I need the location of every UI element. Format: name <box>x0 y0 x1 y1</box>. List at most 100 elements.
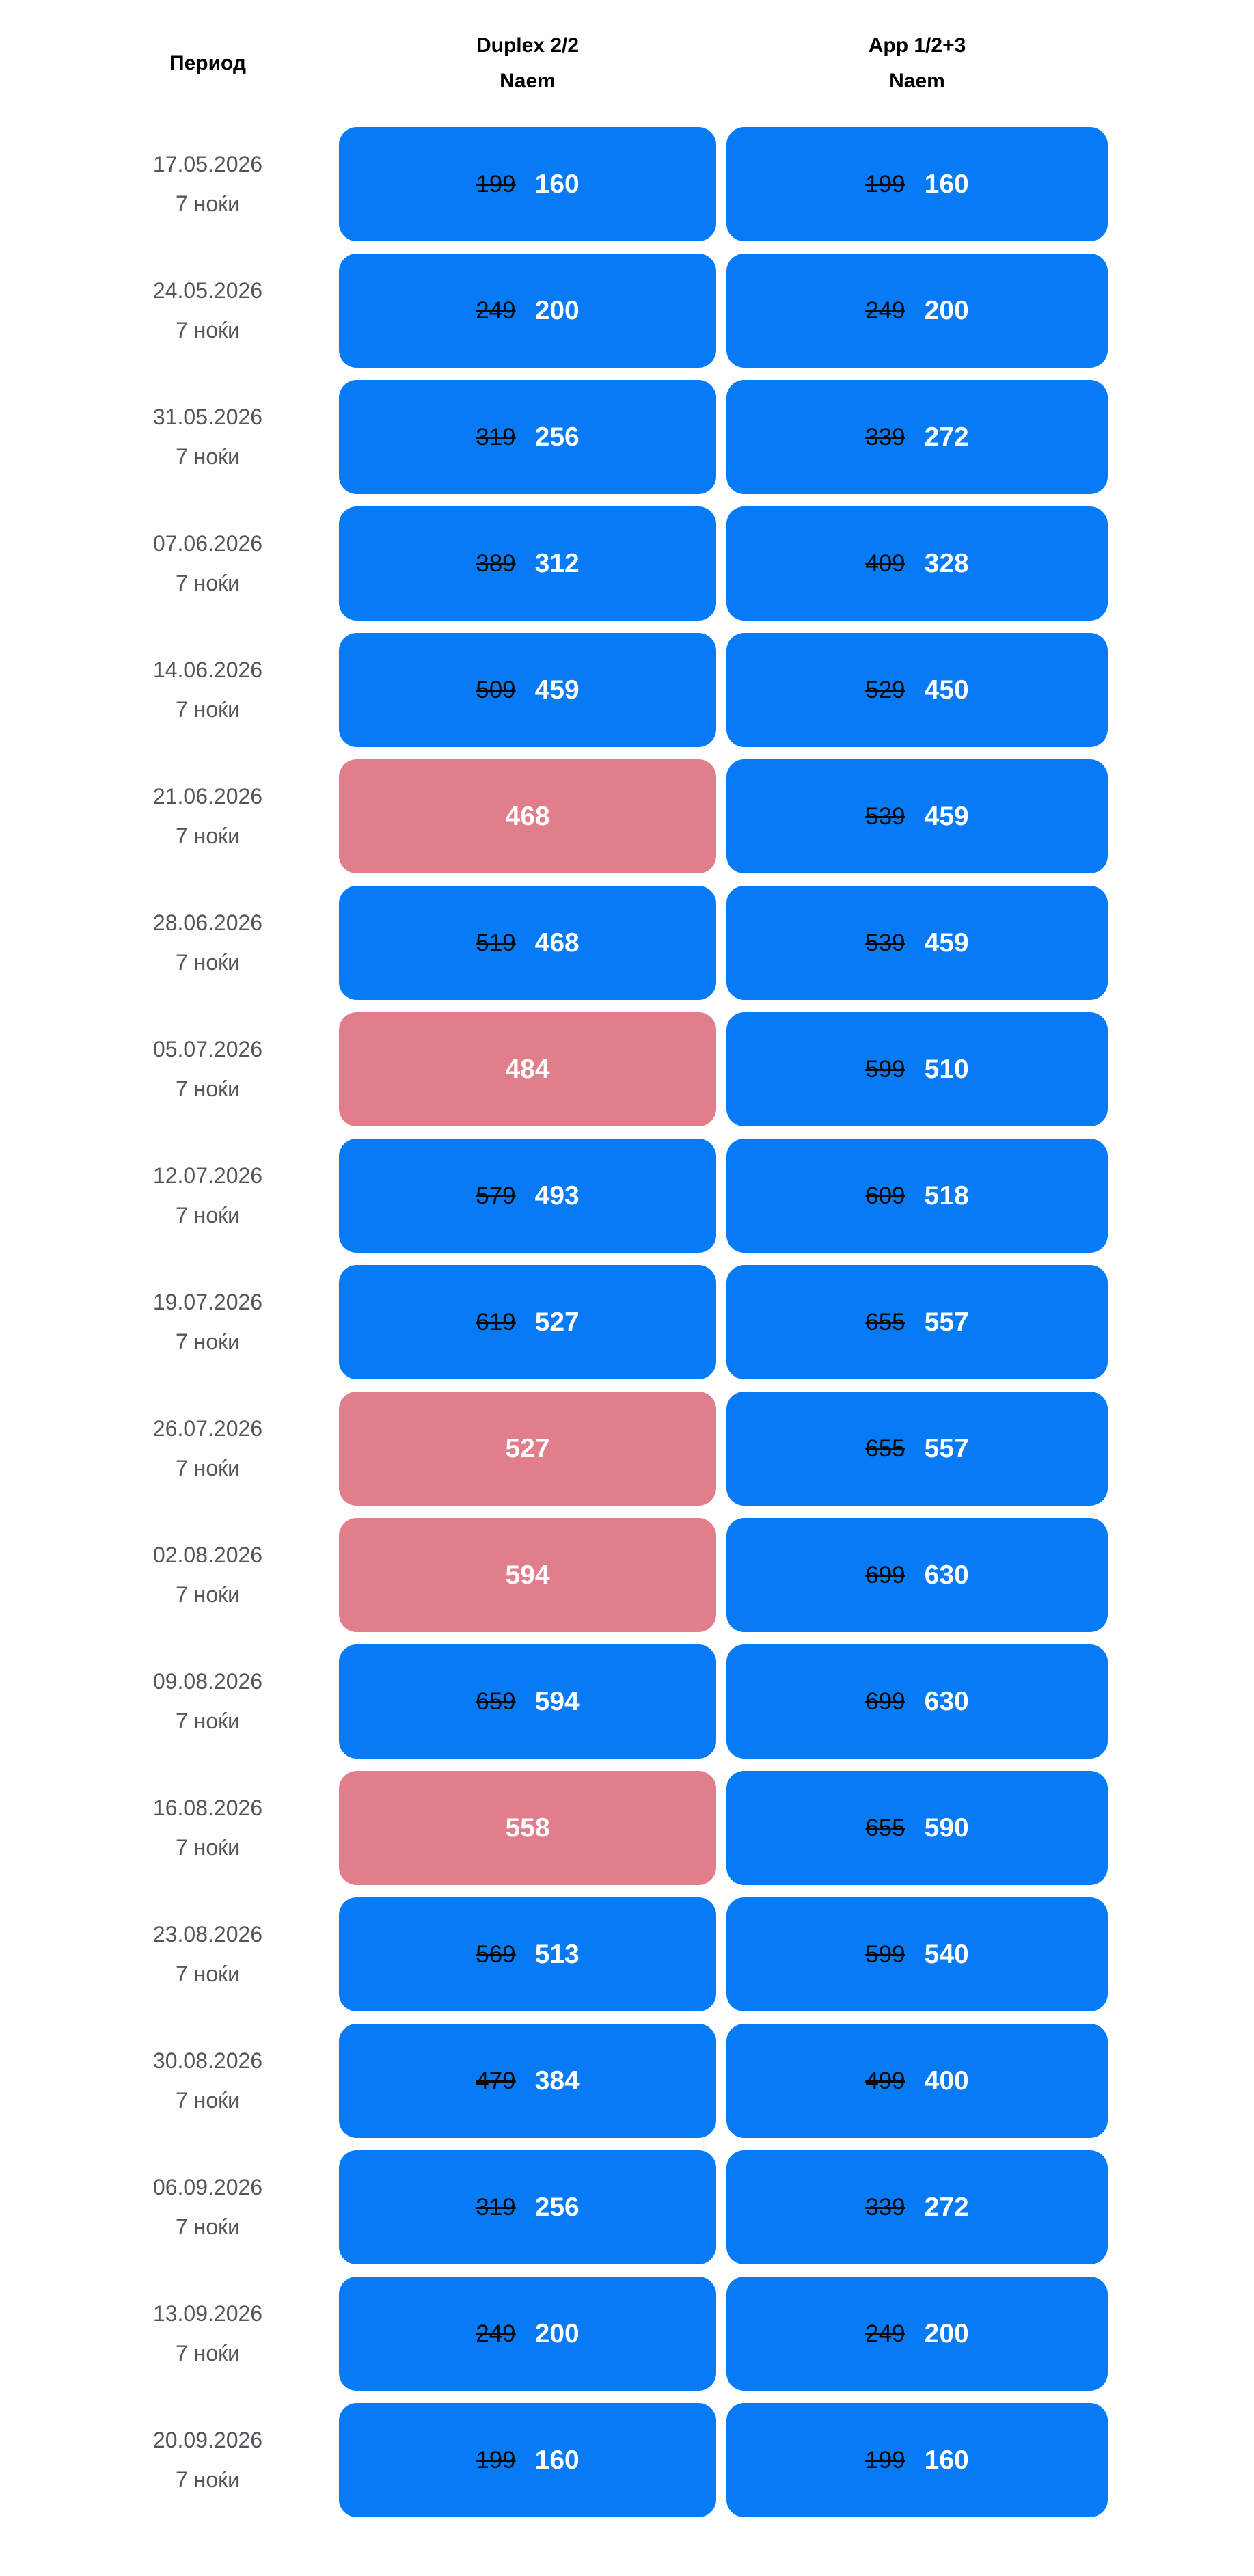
price-button-duplex[interactable]: 479 384 <box>339 2024 716 2138</box>
price-button-duplex[interactable]: 558 <box>339 1771 716 1885</box>
price-button-app[interactable]: 539 459 <box>726 759 1108 873</box>
price-button-app[interactable]: 539 459 <box>726 886 1108 1000</box>
price-button-app[interactable]: 499 400 <box>726 2024 1108 2138</box>
price-button-duplex[interactable]: 484 <box>339 1012 716 1126</box>
period-cell: 30.08.2026 7 ноќи <box>0 2048 339 2113</box>
old-price: 199 <box>865 170 905 198</box>
period-date: 20.09.2026 <box>152 2428 263 2453</box>
table-header: Период Duplex 2/2 Naem App 1/2+3 Naem <box>0 0 1254 127</box>
current-price: 200 <box>534 2318 580 2348</box>
price-button-app[interactable]: 199 160 <box>726 127 1108 241</box>
current-price: 527 <box>534 1307 580 1337</box>
period-date: 14.06.2026 <box>152 657 263 683</box>
period-nights: 7 ноќи <box>175 1582 241 1607</box>
period-nights: 7 ноќи <box>175 1076 241 1101</box>
price-button-duplex[interactable]: 594 <box>339 1518 716 1632</box>
price-button-duplex[interactable]: 579 493 <box>339 1139 716 1253</box>
period-cell: 19.07.2026 7 ноќи <box>0 1290 339 1354</box>
current-price: 160 <box>924 169 969 199</box>
price-button-app[interactable]: 529 450 <box>726 633 1108 747</box>
price-button-app[interactable]: 599 540 <box>726 1897 1108 2011</box>
price-button-app[interactable]: 599 510 <box>726 1012 1108 1126</box>
period-date: 13.09.2026 <box>152 2301 263 2327</box>
old-price: 569 <box>476 1940 516 1968</box>
price-button-app[interactable]: 699 630 <box>726 1518 1108 1632</box>
current-price: 200 <box>924 2318 969 2348</box>
period-cell: 26.07.2026 7 ноќи <box>0 1417 339 1480</box>
price-button-app[interactable]: 655 590 <box>726 1771 1108 1885</box>
period-nights: 7 ноќи <box>175 949 241 975</box>
period-date: 16.08.2026 <box>152 1795 263 1821</box>
current-price: 160 <box>534 169 580 199</box>
rate-row: 16.08.2026 7 ноќи 558 655 590 <box>0 1771 1254 1885</box>
period-nights: 7 ноќи <box>175 2087 241 2113</box>
current-price: 558 <box>505 1813 550 1843</box>
price-button-app[interactable]: 409 328 <box>726 506 1108 621</box>
column-subtitle: Naem <box>889 70 945 92</box>
rate-row: 19.07.2026 7 ноќи 619 527 655 557 <box>0 1265 1254 1379</box>
period-date: 30.08.2026 <box>152 2048 263 2074</box>
price-button-duplex[interactable]: 519 468 <box>339 886 716 1000</box>
old-price: 199 <box>865 2446 905 2473</box>
price-button-app[interactable]: 609 518 <box>726 1139 1108 1253</box>
current-price: 200 <box>534 295 580 325</box>
price-button-duplex[interactable]: 659 594 <box>339 1644 716 1759</box>
rate-row: 23.08.2026 7 ноќи 569 513 599 540 <box>0 1897 1254 2011</box>
old-price: 659 <box>476 1687 516 1715</box>
rate-table-body: 17.05.2026 7 ноќи 199 160 199 160 24.05.202… <box>0 127 1254 2517</box>
current-price: 450 <box>924 675 969 705</box>
old-price: 599 <box>865 1940 905 1968</box>
old-price: 655 <box>865 1435 905 1462</box>
price-button-app[interactable]: 699 630 <box>726 1644 1108 1759</box>
period-cell: 07.06.2026 7 ноќи <box>0 532 339 595</box>
column-header-duplex: Duplex 2/2 Naem <box>339 36 716 92</box>
current-price: 468 <box>505 801 550 831</box>
period-date: 24.05.2026 <box>152 278 263 303</box>
period-nights: 7 ноќи <box>175 1329 241 1354</box>
rate-row: 02.08.2026 7 ноќи 594 699 630 <box>0 1518 1254 1632</box>
current-price: 540 <box>924 1939 969 1969</box>
rate-row: 12.07.2026 7 ноќи 579 493 609 518 <box>0 1139 1254 1253</box>
rate-row: 06.09.2026 7 ноќи 319 256 339 272 <box>0 2150 1254 2264</box>
period-cell: 06.09.2026 7 ноќи <box>0 2175 339 2239</box>
old-price: 655 <box>865 1308 905 1336</box>
current-price: 312 <box>534 548 580 578</box>
price-button-app[interactable]: 199 160 <box>726 2403 1108 2517</box>
price-button-duplex[interactable]: 468 <box>339 759 716 873</box>
price-button-duplex[interactable]: 199 160 <box>339 127 716 241</box>
price-button-app[interactable]: 249 200 <box>726 2277 1108 2391</box>
price-button-duplex[interactable]: 249 200 <box>339 254 716 368</box>
current-price: 594 <box>505 1560 550 1590</box>
period-nights: 7 ноќи <box>175 191 241 216</box>
period-cell: 12.07.2026 7 ноќи <box>0 1164 339 1228</box>
period-date: 23.08.2026 <box>152 1922 263 1947</box>
period-cell: 20.09.2026 7 ноќи <box>0 2428 339 2492</box>
price-button-duplex[interactable]: 509 459 <box>339 633 716 747</box>
current-price: 328 <box>924 548 969 578</box>
current-price: 459 <box>924 801 969 831</box>
old-price: 339 <box>865 423 905 450</box>
current-price: 256 <box>534 2192 580 2222</box>
price-button-duplex[interactable]: 389 312 <box>339 506 716 621</box>
current-price: 484 <box>505 1054 550 1084</box>
old-price: 699 <box>865 1687 905 1715</box>
price-button-app[interactable]: 339 272 <box>726 380 1108 494</box>
period-cell: 13.09.2026 7 ноќи <box>0 2302 339 2365</box>
price-button-app[interactable]: 339 272 <box>726 2150 1108 2264</box>
price-button-duplex[interactable]: 569 513 <box>339 1897 716 2011</box>
period-nights: 7 ноќи <box>175 1455 241 1480</box>
price-button-duplex[interactable]: 199 160 <box>339 2403 716 2517</box>
current-price: 513 <box>534 1939 580 1969</box>
price-button-app[interactable]: 655 557 <box>726 1265 1108 1379</box>
price-button-app[interactable]: 655 557 <box>726 1392 1108 1506</box>
price-button-duplex[interactable]: 319 256 <box>339 2150 716 2264</box>
price-button-duplex[interactable]: 527 <box>339 1392 716 1506</box>
price-button-duplex[interactable]: 619 527 <box>339 1265 716 1379</box>
price-button-duplex[interactable]: 319 256 <box>339 380 716 494</box>
price-button-app[interactable]: 249 200 <box>726 254 1108 368</box>
period-nights: 7 ноќи <box>175 1202 241 1228</box>
old-price: 479 <box>476 2067 516 2094</box>
period-nights: 7 ноќи <box>175 823 241 848</box>
price-button-duplex[interactable]: 249 200 <box>339 2277 716 2391</box>
current-price: 590 <box>924 1813 969 1843</box>
